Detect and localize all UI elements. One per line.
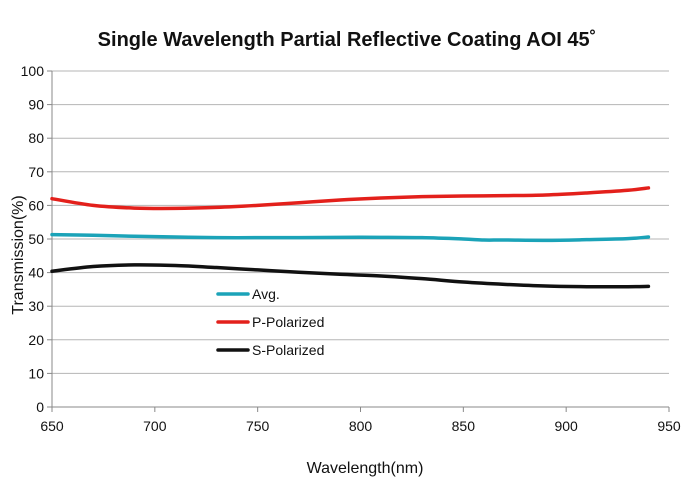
legend-label: P-Polarized (252, 314, 324, 330)
x-axis-title: Wavelength(nm) (307, 460, 424, 477)
y-tick-labels: 0 10 20 30 40 50 60 70 80 90 100 (21, 63, 45, 415)
x-tick-label: 650 (40, 418, 64, 434)
legend: Avg. P-Polarized S-Polarized (216, 286, 324, 358)
y-tick-label: 0 (36, 399, 44, 415)
y-axis-title: Transmission(%) (10, 195, 27, 314)
y-tick-label: 20 (28, 332, 44, 348)
y-tick-label: 90 (28, 97, 44, 113)
legend-entry-s-polarized: S-Polarized (216, 342, 324, 358)
x-tick-label: 850 (452, 418, 476, 434)
series-lines (50, 186, 651, 289)
y-tick-label: 30 (28, 298, 44, 314)
gridlines (52, 70, 669, 374)
y-tick-label: 80 (28, 130, 44, 146)
x-tick-labels: 650 700 750 800 850 900 950 (40, 418, 681, 434)
y-tick-label: 60 (28, 197, 44, 213)
y-tick-label: 100 (21, 63, 45, 79)
y-tick-label: 50 (28, 231, 44, 247)
legend-entry-p-polarized: P-Polarized (216, 314, 324, 330)
y-tick-label: 70 (28, 164, 44, 180)
legend-label: Avg. (252, 286, 280, 302)
x-tick-label: 900 (554, 418, 578, 434)
x-tick-label: 750 (246, 418, 270, 434)
series-line-avg (50, 232, 651, 243)
x-tick-label: 700 (143, 418, 167, 434)
series-line-s-polarized (50, 263, 651, 289)
series-line-p-polarized (50, 186, 651, 211)
legend-entry-avg: Avg. (216, 286, 280, 302)
legend-label: S-Polarized (252, 342, 324, 358)
y-tick-label: 10 (28, 365, 44, 381)
chart-title: Single Wavelength Partial Reflective Coa… (98, 28, 597, 51)
x-tick-label: 800 (349, 418, 373, 434)
axes (47, 70, 670, 412)
y-tick-label: 40 (28, 265, 44, 281)
x-tick-label: 950 (657, 418, 681, 434)
